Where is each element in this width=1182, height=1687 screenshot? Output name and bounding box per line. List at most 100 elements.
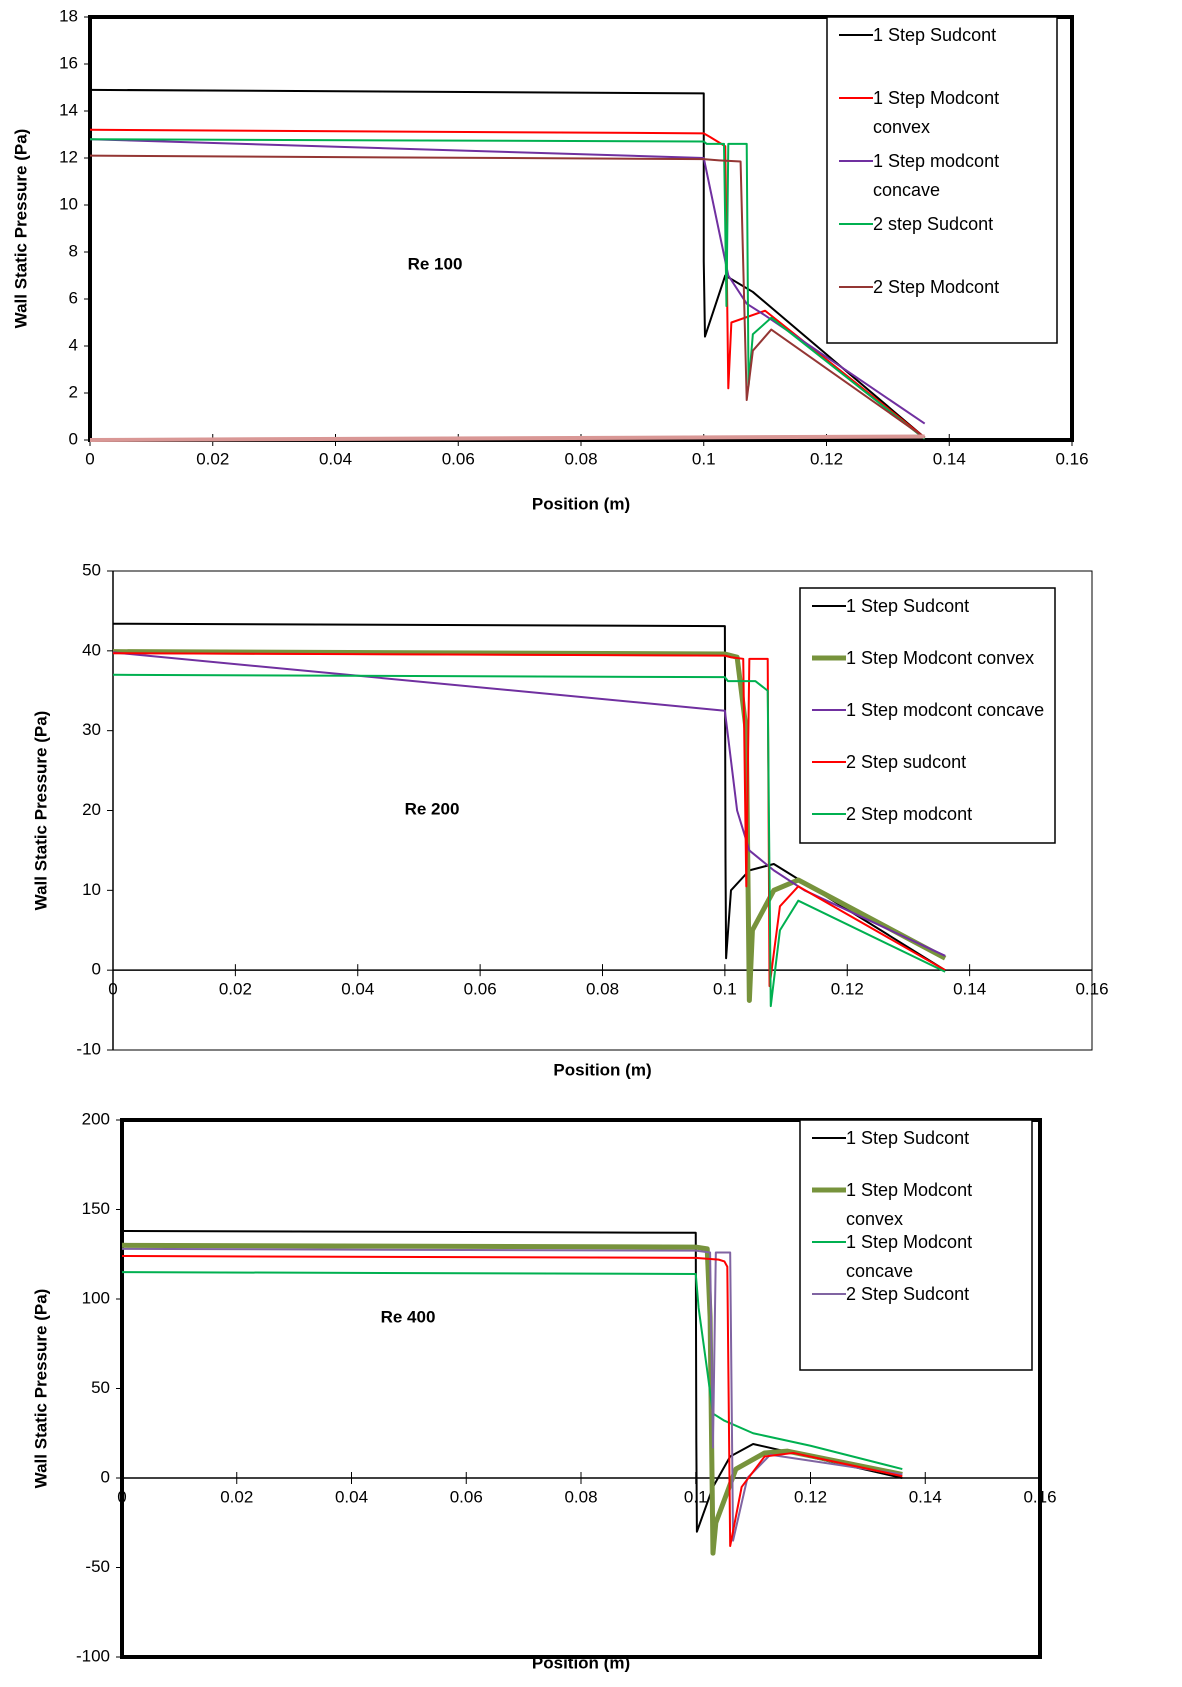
x-tick-label: 0.06 bbox=[442, 449, 475, 468]
legend-box bbox=[799, 1119, 1033, 1371]
line-series bbox=[89, 138, 926, 440]
line-series bbox=[121, 1255, 903, 1548]
x-axis-label: Position (m) bbox=[532, 494, 630, 513]
y-tick-label: 0 bbox=[92, 960, 101, 979]
line-series bbox=[121, 1229, 903, 1533]
y-tick-label: 10 bbox=[82, 880, 101, 899]
y-tick-label: 16 bbox=[59, 53, 78, 72]
x-tick-label: 0.16 bbox=[1075, 980, 1108, 999]
x-tick-label: 0 bbox=[85, 449, 94, 468]
line-series bbox=[89, 128, 926, 439]
y-tick-label: -50 bbox=[85, 1557, 110, 1576]
x-tick-label: 0.12 bbox=[810, 449, 843, 468]
line-series bbox=[112, 673, 946, 1008]
annotation: Re 200 bbox=[405, 799, 460, 818]
y-tick-label: 8 bbox=[69, 241, 78, 260]
y-tick-label: 10 bbox=[59, 194, 78, 213]
line-series bbox=[89, 138, 926, 425]
legend-entry: 2 Step Sudcont bbox=[846, 1284, 970, 1304]
y-tick-label: 2 bbox=[69, 382, 78, 401]
line-series bbox=[89, 88, 926, 439]
x-tick-label: 0.16 bbox=[1055, 449, 1088, 468]
line-series bbox=[89, 154, 926, 439]
x-tick-label: 0.14 bbox=[953, 980, 986, 999]
legend-label: 1 Step Modcont convex bbox=[846, 1180, 973, 1229]
legend-label: 1 Step Sudcont bbox=[846, 1128, 970, 1148]
x-tick-label: 0.06 bbox=[450, 1487, 483, 1506]
x-tick-label: 0.16 bbox=[1023, 1487, 1056, 1506]
legend-label: 2 Step Sudcont bbox=[846, 1284, 970, 1304]
legend-entry: 1 Step Sudcont bbox=[846, 1128, 970, 1148]
y-tick-label: 0 bbox=[101, 1467, 110, 1486]
x-axis-label: Position (m) bbox=[532, 1653, 630, 1672]
x-tick-label: 0.08 bbox=[586, 980, 619, 999]
line-series bbox=[112, 649, 947, 1003]
y-tick-label: 40 bbox=[82, 640, 101, 659]
y-tick-label: -100 bbox=[76, 1646, 110, 1665]
x-axis-label: Position (m) bbox=[553, 1060, 651, 1079]
legend-entry: 2 step Sudcont bbox=[873, 214, 994, 234]
y-axis-label: Wall Static Pressure (Pa) bbox=[31, 711, 50, 911]
legend-entry: 1 Step Sudcont bbox=[846, 596, 970, 616]
legend-label: 2 step Sudcont bbox=[873, 214, 994, 234]
chart-panel: 0 2 4 6 8 10 12 14 16 18 0 0.02 0.04 0.06 0.08 0.1 0.12 0… bbox=[11, 6, 1088, 513]
legend-label: 1 Step Modcont convex bbox=[846, 648, 1035, 668]
x-tick-label: 0.1 bbox=[713, 980, 737, 999]
legend-label: 1 Step modcont concave bbox=[846, 700, 1045, 720]
legend-entry: 2 Step Modcont bbox=[873, 277, 1000, 297]
legend-entry: 1 Step Sudcont bbox=[873, 25, 997, 45]
legend-label: 2 Step Modcont bbox=[873, 277, 1000, 297]
x-tick-label: 0.12 bbox=[831, 980, 864, 999]
legend-label: 1 Step Modcont concave bbox=[846, 1232, 973, 1281]
y-tick-label: 50 bbox=[91, 1378, 110, 1397]
line-series bbox=[112, 652, 946, 988]
chart-panel: -10 0 10 20 30 40 50 0 0.02 0.04 0.06 0.08 0.1 0.12 0.… bbox=[31, 560, 1108, 1079]
y-axis-label: Wall Static Pressure (Pa) bbox=[11, 129, 30, 329]
x-tick-label: 0.08 bbox=[564, 449, 597, 468]
y-tick-label: 200 bbox=[82, 1109, 110, 1128]
annotation: Re 100 bbox=[408, 254, 463, 273]
x-tick-label: 0.12 bbox=[794, 1487, 827, 1506]
legend-label: 2 Step modcont bbox=[846, 804, 973, 824]
x-tick-label: 0.14 bbox=[933, 449, 966, 468]
legend-label: 1 Step Sudcont bbox=[846, 596, 970, 616]
annotation: Re 400 bbox=[381, 1307, 436, 1326]
x-tick-label: 0 bbox=[117, 1487, 126, 1506]
x-tick-label: 0.04 bbox=[341, 980, 374, 999]
y-tick-label: 100 bbox=[82, 1288, 110, 1307]
legend-label: 2 Step sudcont bbox=[846, 752, 967, 772]
y-tick-label: 14 bbox=[59, 100, 78, 119]
y-tick-label: 4 bbox=[69, 335, 78, 354]
legend-box bbox=[799, 587, 1056, 844]
x-tick-label: 0.1 bbox=[692, 449, 716, 468]
y-tick-label: 30 bbox=[82, 720, 101, 739]
x-tick-label: 0.08 bbox=[564, 1487, 597, 1506]
x-tick-label: 0.02 bbox=[196, 449, 229, 468]
y-tick-label: 50 bbox=[82, 560, 101, 579]
line-series bbox=[121, 1247, 903, 1542]
x-tick-label: 0.02 bbox=[220, 1487, 253, 1506]
x-tick-label: 0.02 bbox=[219, 980, 252, 999]
y-tick-label: 12 bbox=[59, 147, 78, 166]
legend-entry: 2 Step sudcont bbox=[846, 752, 967, 772]
legend-entry: 1 Step Modcont convex bbox=[873, 88, 1000, 137]
legend-entry: 1 Step modcont concave bbox=[873, 151, 999, 200]
x-tick-label: 0.06 bbox=[464, 980, 497, 999]
legend-entry: 1 Step modcont concave bbox=[846, 700, 1045, 720]
y-tick-label: 18 bbox=[59, 6, 78, 25]
line-series bbox=[121, 1271, 903, 1471]
legend-entry: 1 Step Modcont convex bbox=[846, 648, 1035, 668]
y-tick-label: 6 bbox=[69, 288, 78, 307]
y-tick-label: -10 bbox=[76, 1039, 101, 1058]
legend-label: 1 Step Modcont convex bbox=[873, 88, 1000, 137]
x-tick-label: 0.04 bbox=[319, 449, 352, 468]
legend-label: 1 Step Sudcont bbox=[873, 25, 997, 45]
x-tick-label: 0.14 bbox=[909, 1487, 942, 1506]
legend-entry: 1 Step Modcont convex bbox=[846, 1180, 973, 1229]
x-tick-label: 0.04 bbox=[335, 1487, 368, 1506]
y-tick-label: 0 bbox=[69, 429, 78, 448]
legend-entry: 1 Step Modcont concave bbox=[846, 1232, 973, 1281]
